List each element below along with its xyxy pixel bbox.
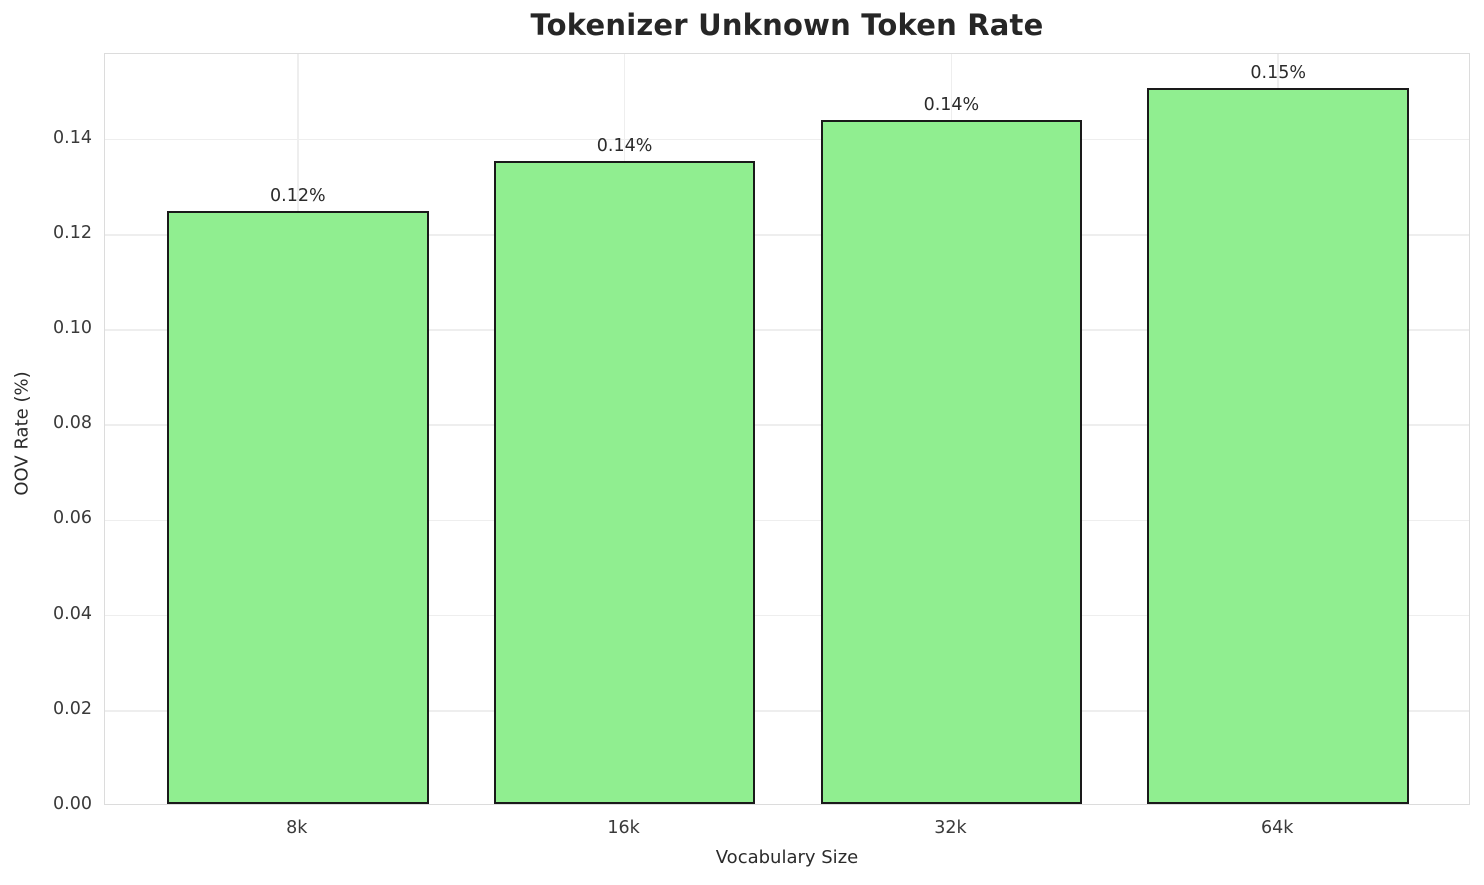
- x-tick-label: 16k: [607, 818, 640, 838]
- x-tick-label: 32k: [934, 818, 967, 838]
- bar-value-label: 0.15%: [1250, 62, 1306, 83]
- y-tick-label: 0.04: [53, 603, 92, 624]
- y-tick-label: 0.12: [53, 222, 92, 243]
- bar-32k: [820, 120, 1083, 804]
- bar-64k: [1147, 87, 1409, 804]
- gridline-horizontal: [105, 138, 1469, 141]
- gridline-horizontal: [105, 424, 1469, 426]
- y-tick-label: 0.14: [53, 127, 92, 148]
- y-tick-label: 0.06: [53, 508, 92, 529]
- bar-8k: [167, 210, 429, 804]
- x-axis-label: Vocabulary Size: [715, 847, 859, 868]
- y-tick-label: 0.00: [53, 794, 92, 814]
- bar-value-label: 0.14%: [923, 95, 980, 116]
- x-tick-label: 8k: [286, 818, 308, 838]
- gridline-horizontal: [105, 234, 1469, 236]
- gridline-horizontal: [105, 329, 1469, 331]
- bar-16k: [493, 160, 756, 804]
- plot-area: 0.12% 0.14% 0.14% 0.15%: [104, 53, 1470, 805]
- bar-value-label: 0.12%: [270, 185, 326, 206]
- gridline-horizontal: [105, 519, 1469, 522]
- gridline-horizontal: [105, 710, 1469, 712]
- y-tick-label: 0.08: [53, 413, 92, 434]
- y-tick-label: 0.02: [53, 698, 92, 719]
- y-axis-label: OOV Rate (%): [11, 371, 33, 496]
- x-tick-label: 64k: [1260, 818, 1294, 838]
- chart-title: Tokenizer Unknown Token Rate: [530, 8, 1044, 42]
- bar-value-label: 0.14%: [596, 135, 653, 156]
- y-tick-label: 0.10: [53, 318, 92, 339]
- gridline-horizontal: [105, 614, 1469, 617]
